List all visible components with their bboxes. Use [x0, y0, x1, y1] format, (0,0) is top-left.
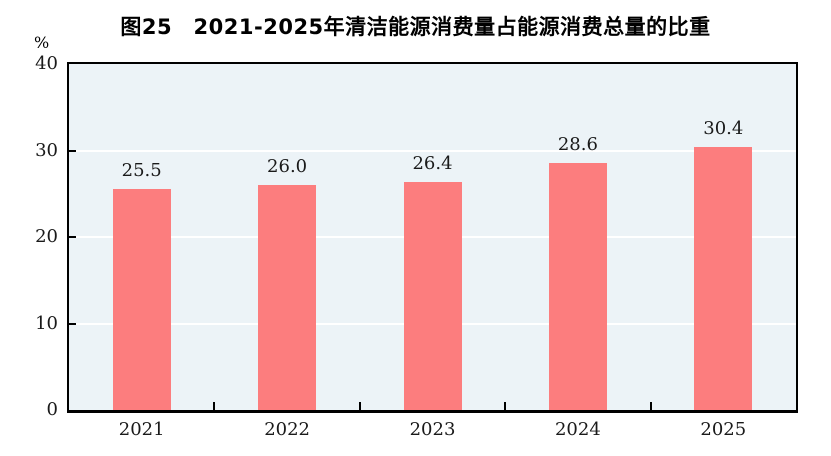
y-axis-label-20: 20	[35, 226, 58, 247]
x-axis-tick-1	[213, 402, 216, 410]
bar-2022	[258, 185, 317, 410]
y-axis-label-10: 10	[35, 312, 58, 334]
y-axis-tick-10	[69, 322, 76, 325]
y-axis-tick-30	[69, 149, 76, 152]
bar-value-label-2022: 26.0	[267, 156, 308, 178]
chart-title: 图25 2021-2025年清洁能源消费量占能源消费总量的比重	[120, 15, 711, 39]
y-axis-label-0: 0	[46, 399, 58, 420]
bar-2024	[548, 162, 607, 410]
x-axis-tick-3	[504, 402, 507, 410]
y-axis-unit-label: %	[34, 33, 50, 52]
x-axis-label-2021: 2021	[118, 419, 165, 440]
y-axis-label-40: 40	[35, 53, 58, 74]
plot-area: 25.5 26.0 26.4 28.6 30.4	[67, 62, 798, 413]
bar-value-label-2024: 28.6	[557, 133, 598, 155]
x-axis-label-2023: 2023	[409, 419, 456, 440]
bar-value-label-2023: 26.4	[412, 152, 453, 174]
x-axis-label-2025: 2025	[700, 419, 747, 440]
bar-2023	[403, 181, 462, 410]
x-axis-label-2022: 2022	[264, 419, 310, 440]
y-axis-tick-20	[69, 236, 76, 238]
bar-2021	[112, 189, 171, 410]
bar-value-label-2025: 30.4	[703, 118, 744, 140]
bar-2025	[694, 147, 753, 410]
y-axis-label-30: 30	[35, 139, 58, 161]
bar-value-label-2021: 25.5	[121, 160, 162, 182]
x-axis-tick-4	[649, 402, 652, 410]
x-axis-tick-2	[358, 402, 361, 410]
gridline-30	[69, 149, 796, 152]
x-axis-label-2024: 2024	[554, 419, 601, 440]
